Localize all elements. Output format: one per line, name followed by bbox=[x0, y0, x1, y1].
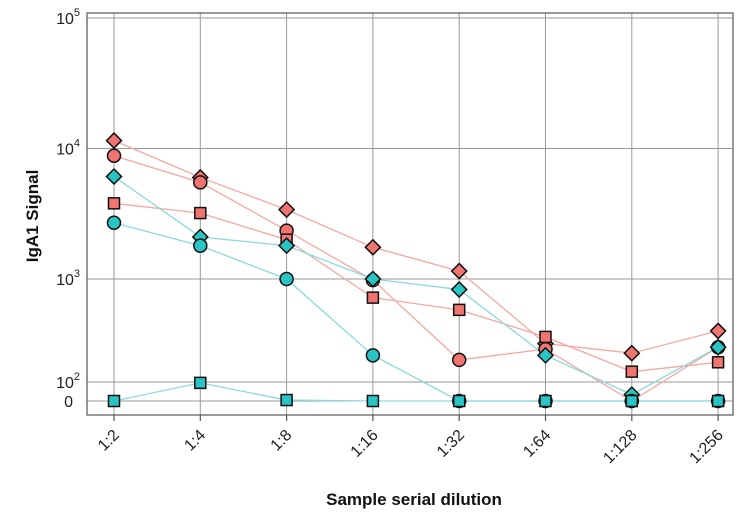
point-teal-square bbox=[539, 394, 552, 408]
series-line-red-square bbox=[113, 202, 719, 373]
series-line-teal-diamond bbox=[113, 175, 719, 396]
point-red-diamond bbox=[105, 132, 123, 150]
x-tick-label: 1:8 bbox=[268, 427, 296, 455]
point-red-diamond bbox=[364, 238, 382, 256]
point-teal-diamond bbox=[450, 280, 468, 299]
point-teal-square bbox=[107, 394, 121, 408]
point-teal-square bbox=[711, 394, 725, 408]
series-line-teal-square bbox=[113, 382, 719, 402]
point-red-square bbox=[711, 356, 725, 369]
point-teal-diamond bbox=[105, 167, 123, 186]
point-teal-square bbox=[194, 376, 207, 390]
point-teal-square bbox=[452, 394, 466, 408]
point-red-diamond bbox=[278, 201, 296, 219]
point-red-circle bbox=[451, 352, 467, 368]
point-red-circle bbox=[193, 175, 208, 190]
x-tick-label: 1:16 bbox=[348, 427, 382, 461]
x-tick-label: 1:4 bbox=[181, 427, 209, 455]
point-red-diamond bbox=[709, 322, 727, 340]
point-red-square bbox=[366, 291, 380, 304]
x-tick-label: 1:128 bbox=[600, 427, 640, 467]
point-teal-circle bbox=[106, 215, 122, 230]
y-tick-label: 103 bbox=[56, 268, 80, 289]
point-teal-diamond bbox=[536, 346, 555, 364]
series-line-red-diamond bbox=[113, 139, 719, 354]
y-tick-label: 102 bbox=[56, 371, 80, 392]
point-red-diamond bbox=[450, 262, 468, 280]
point-red-square bbox=[539, 330, 552, 344]
point-teal-square bbox=[280, 393, 293, 407]
y-tick-label: 104 bbox=[56, 138, 80, 159]
x-tick-label: 1:256 bbox=[687, 427, 727, 467]
point-teal-diamond bbox=[709, 338, 727, 356]
point-teal-circle bbox=[365, 348, 381, 363]
x-tick-label: 1:32 bbox=[434, 427, 468, 461]
series-lines bbox=[113, 139, 719, 402]
point-teal-circle bbox=[279, 271, 294, 287]
x-axis-title: Sample serial dilution bbox=[326, 490, 502, 509]
point-teal-square bbox=[625, 394, 639, 408]
point-red-square bbox=[107, 197, 121, 210]
point-teal-square bbox=[366, 394, 380, 408]
x-tick-label: 1:2 bbox=[95, 427, 123, 455]
point-teal-diamond bbox=[364, 270, 382, 288]
point-red-diamond bbox=[623, 344, 641, 362]
plot-frame bbox=[86, 12, 734, 416]
x-tick-label: 1:64 bbox=[520, 427, 554, 461]
grid bbox=[87, 13, 733, 421]
point-teal-circle bbox=[193, 238, 208, 253]
series-markers bbox=[105, 132, 727, 409]
point-teal-diamond bbox=[278, 237, 296, 255]
point-red-circle bbox=[106, 148, 122, 163]
y-axis-title: IgA1 Signal bbox=[23, 170, 42, 263]
point-red-square bbox=[452, 303, 466, 317]
series-line-red-circle bbox=[113, 155, 719, 402]
y-tick-label: 0 bbox=[64, 394, 73, 411]
point-red-square bbox=[625, 365, 639, 378]
y-tick-label: 105 bbox=[56, 7, 80, 28]
point-red-square bbox=[194, 206, 207, 220]
